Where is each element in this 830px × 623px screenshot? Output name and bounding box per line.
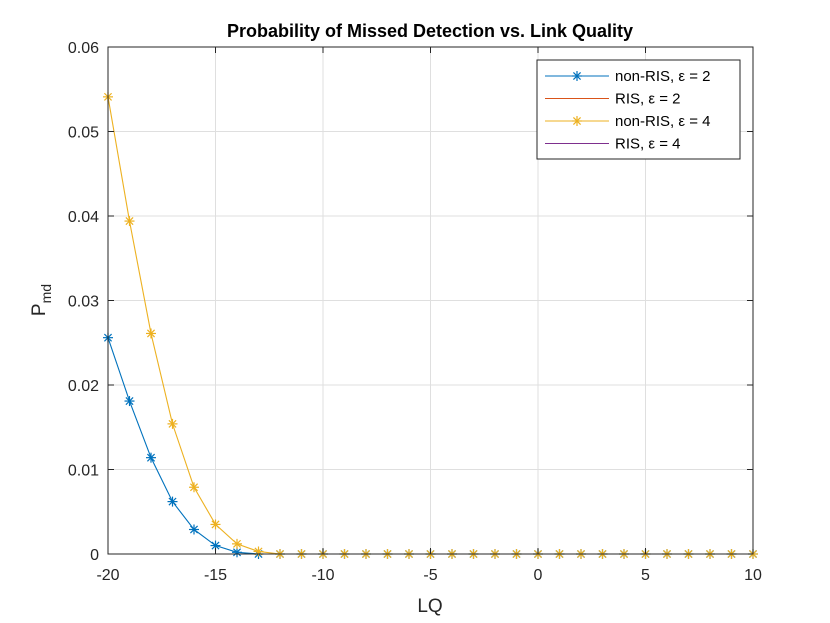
data-point (167, 418, 178, 429)
legend-label: RIS, ε = 2 (615, 91, 680, 108)
y-tick-label: 0.01 (68, 463, 99, 480)
data-point (167, 496, 178, 507)
x-tick-label: 10 (744, 567, 762, 584)
y-axis-label-main: P (29, 303, 50, 316)
legend-marker (572, 71, 582, 81)
ticks (107, 46, 754, 555)
legend-label: non-RIS, ε = 4 (615, 113, 711, 130)
legend-item: RIS, ε = 4 (545, 136, 680, 153)
y-tick-label: 0.02 (68, 378, 99, 395)
x-tick-label: -15 (204, 567, 227, 584)
y-tick-label: 0.06 (68, 40, 99, 57)
y-tick-label: 0.05 (68, 125, 99, 142)
legend: non-RIS, ε = 2 RIS, ε = 2 non-RIS, ε = 4 RI… (536, 59, 741, 160)
svg-text:Pmd: Pmd (29, 284, 54, 316)
legend-label: RIS, ε = 4 (615, 136, 680, 153)
x-tick-label: -5 (423, 567, 437, 584)
y-tick-label: 0.03 (68, 294, 99, 311)
data-point (146, 328, 156, 339)
y-tick-label: 0.04 (68, 209, 99, 226)
data-point (146, 452, 156, 463)
legend-marker (572, 116, 582, 126)
legend-item: non-RIS, ε = 2 (545, 68, 711, 85)
data-point (210, 519, 221, 530)
legend-item: RIS, ε = 2 (545, 91, 680, 108)
x-tick-label: -10 (311, 567, 334, 584)
data-point (232, 547, 242, 558)
y-axis-label-subscript: md (38, 284, 54, 303)
x-axis-label: LQ (417, 596, 442, 617)
legend-label: non-RIS, ε = 2 (615, 68, 711, 85)
data-point (232, 538, 242, 549)
x-tick-labels: -20 -15 -10 -5 0 5 10 (96, 567, 762, 584)
data-point (124, 396, 135, 407)
legend-item: non-RIS, ε = 4 (545, 113, 711, 130)
x-tick-label: 0 (534, 567, 543, 584)
y-tick-labels: 0 0.01 0.02 0.03 0.04 0.05 0.06 (68, 40, 99, 564)
data-point (253, 546, 264, 557)
y-axis-label: Pmd (29, 284, 54, 316)
x-tick-label: -20 (96, 567, 119, 584)
data-point (189, 482, 199, 493)
data-point (189, 524, 199, 535)
x-tick-label: 5 (641, 567, 650, 584)
data-point (124, 216, 135, 227)
y-tick-label: 0 (90, 547, 99, 564)
chart-title: Probability of Missed Detection vs. Link… (227, 21, 633, 41)
